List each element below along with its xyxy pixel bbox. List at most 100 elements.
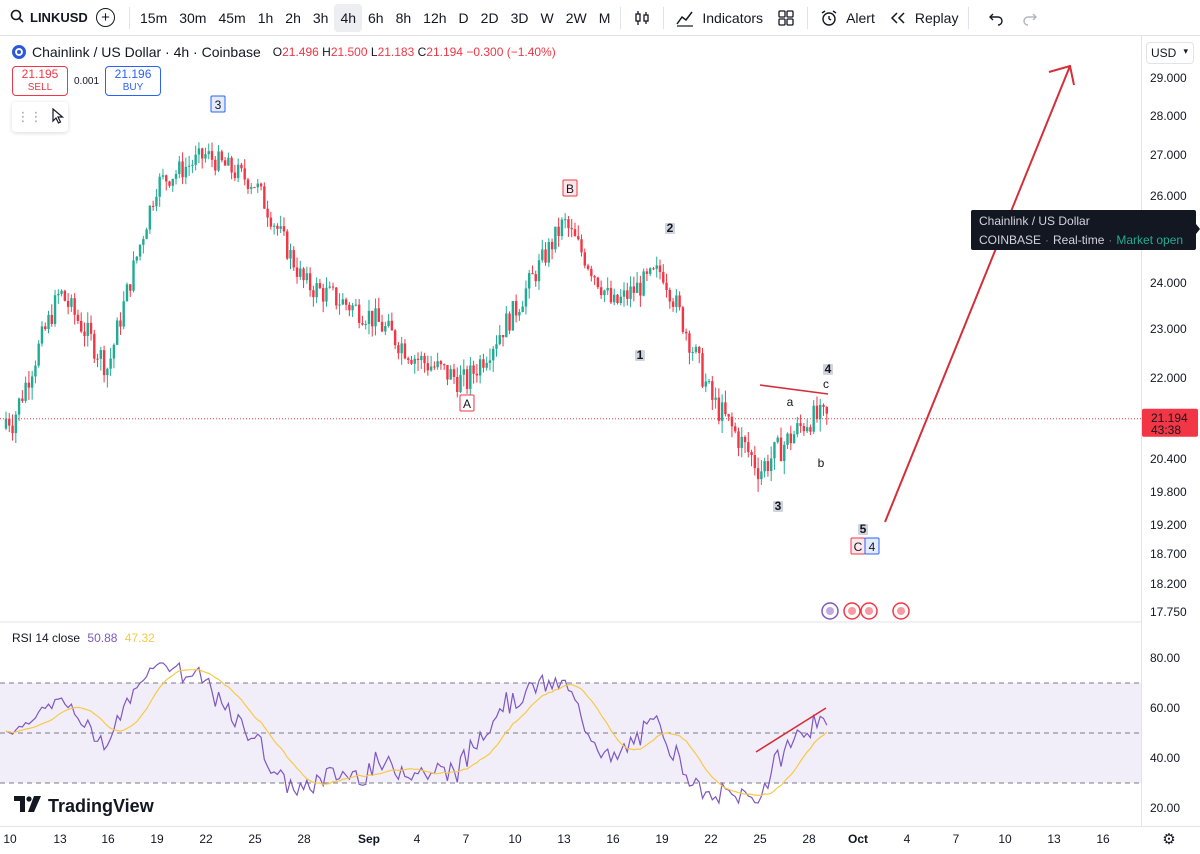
candle-body: [341, 299, 345, 305]
price-axis[interactable]: [1141, 36, 1200, 826]
symbol-search[interactable]: LINKUSD: [0, 0, 90, 36]
candle-body: [720, 402, 724, 421]
candle-body: [655, 265, 658, 269]
time-tick-label: 25: [248, 832, 262, 846]
drag-handle-icon[interactable]: ⋮⋮: [16, 109, 43, 124]
compare-plus-icon[interactable]: +: [96, 8, 115, 27]
interval-15m[interactable]: 15m: [140, 9, 168, 26]
candle-body: [671, 301, 675, 307]
alert-label: Alert: [846, 9, 875, 26]
interval-12h[interactable]: 12h: [423, 9, 447, 26]
wave-label-minor-box: [665, 223, 675, 234]
interval-2w[interactable]: 2W: [565, 9, 587, 26]
currency-select[interactable]: USD ▾: [1146, 42, 1194, 64]
time-tick-label: 28: [297, 832, 311, 846]
time-tick-label: 13: [53, 832, 67, 846]
wave-label-major: 3: [215, 98, 222, 112]
close-value: 21.194: [426, 45, 463, 59]
buy-button[interactable]: 21.196 BUY: [105, 66, 162, 96]
candle-body: [717, 397, 721, 421]
floating-drawing-toolbar[interactable]: ⋮⋮: [12, 102, 68, 132]
replay-button[interactable]: Replay: [881, 4, 965, 32]
candle-body: [109, 358, 112, 369]
interval-m[interactable]: M: [598, 9, 611, 26]
interval-2h[interactable]: 2h: [285, 9, 301, 26]
time-tick-label: 16: [1096, 832, 1110, 846]
candle-body: [691, 352, 694, 354]
candle-body: [616, 294, 619, 304]
candle-body: [174, 173, 178, 179]
time-axis[interactable]: [0, 826, 1200, 854]
candle-body: [14, 414, 18, 434]
candle-body: [53, 295, 57, 325]
candle-body: [753, 455, 757, 469]
candle-body: [462, 369, 465, 375]
candle-body: [86, 322, 89, 336]
rsi-label: RSI 14 close: [12, 631, 81, 645]
time-tick-label: 13: [557, 832, 571, 846]
interval-3d[interactable]: 3D: [510, 9, 529, 26]
interval-list: 15m 30m 45m 1h 2h 3h 4h 6h 8h 12h D 2D 3D W 2W M: [134, 3, 616, 32]
interval-d[interactable]: D: [458, 9, 469, 26]
candle-body: [207, 151, 210, 155]
interval-w[interactable]: W: [540, 9, 554, 26]
interval-4h[interactable]: 4h: [334, 3, 363, 32]
sell-label: SELL: [27, 82, 53, 93]
toolbar-divider: [807, 6, 809, 29]
candle-body: [557, 226, 560, 237]
candle-body: [658, 265, 662, 273]
indicators-button[interactable]: Indicators: [668, 4, 769, 32]
interval-3h[interactable]: 3h: [312, 9, 329, 26]
candle-body: [246, 179, 250, 189]
candle-body: [47, 314, 50, 330]
tooltip-separator: ·: [1108, 233, 1113, 247]
candle-body: [518, 311, 521, 316]
candle-body: [145, 229, 148, 240]
candle-body: [743, 436, 747, 443]
interval-1h[interactable]: 1h: [257, 9, 274, 26]
us-flag-event-icon-inner: [897, 607, 905, 615]
candle-body: [331, 286, 335, 288]
candle-body: [678, 295, 681, 308]
chart-type-button[interactable]: [625, 4, 659, 32]
candle-body: [70, 298, 73, 307]
candle-body: [312, 290, 315, 298]
high-value: 21.500: [330, 45, 368, 59]
candle-body: [567, 219, 570, 229]
interval-30m[interactable]: 30m: [179, 9, 207, 26]
interval-8h[interactable]: 8h: [395, 9, 412, 26]
interval-2d[interactable]: 2D: [480, 9, 499, 26]
sell-button[interactable]: 21.195 SELL: [12, 66, 68, 96]
wave-label-sub: a: [787, 395, 794, 409]
triangle-top-line: [759, 384, 829, 395]
undo-button[interactable]: [979, 4, 1013, 32]
candle-body: [259, 183, 263, 187]
interval-45m[interactable]: 45m: [218, 9, 246, 26]
alert-button[interactable]: Alert: [812, 4, 881, 32]
interval-6h[interactable]: 6h: [368, 9, 384, 26]
candle-body: [295, 267, 299, 277]
candle-body: [639, 282, 642, 296]
candle-body: [799, 423, 802, 426]
candle-body: [586, 265, 590, 269]
candle-body: [220, 151, 224, 161]
candle-body: [783, 444, 786, 462]
rsi-ma-value: 47.32: [124, 631, 155, 645]
redo-button[interactable]: [1013, 4, 1047, 32]
candle-body: [740, 436, 743, 449]
candle-body: [66, 300, 70, 307]
layouts-button[interactable]: [769, 4, 803, 32]
candle-body: [253, 187, 256, 189]
candle-body: [635, 282, 639, 293]
wave-label-minor-box: [773, 501, 783, 512]
cursor-arrow-icon[interactable]: [51, 107, 64, 127]
grid-icon: [775, 7, 797, 29]
gear-icon[interactable]: ⚙: [1162, 831, 1176, 848]
price-tick-label: 27.000: [1150, 148, 1187, 162]
price-tick-label: 17.750: [1150, 605, 1187, 619]
candle-body: [815, 405, 819, 420]
candle-body: [652, 268, 655, 270]
time-tick-label: Sep: [358, 832, 380, 846]
candle-body: [593, 276, 596, 278]
